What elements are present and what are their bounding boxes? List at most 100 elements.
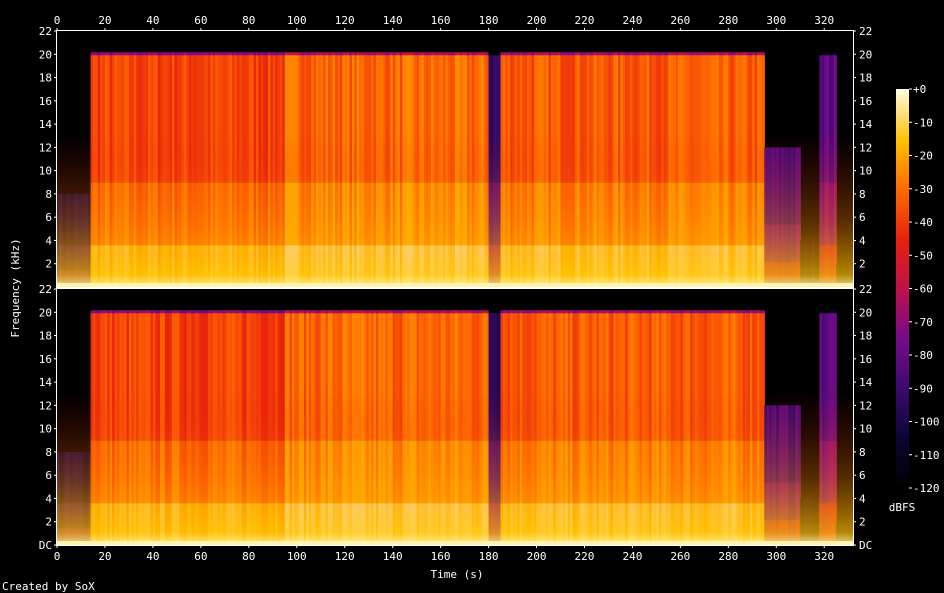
y-axis-label: Frequency (kHz) [9,238,22,337]
x-tick-label-top: 40 [146,14,159,27]
y-tick-label-right: 22 [859,283,872,296]
y-tick-label-right: 14 [859,376,873,389]
x-tick-label-top: 160 [431,14,451,27]
x-tick-label-bottom: 220 [575,550,595,563]
x-tick-label-top: 140 [383,14,403,27]
colorbar [896,89,909,488]
x-tick-label-bottom: 280 [718,550,738,563]
y-tick-label-left: 16 [39,95,52,108]
y-tick-label-right: 10 [859,423,872,436]
x-tick-label-bottom: 140 [383,550,403,563]
y-tick-label-right: 2 [859,516,866,529]
y-tick-label-left: 8 [45,188,52,201]
x-tick-label-bottom: 300 [766,550,786,563]
colorbar-tick-label: -50 [913,249,933,262]
colorbar-tick-label: -80 [913,349,933,362]
x-tick-label-bottom: 60 [194,550,207,563]
x-tick-label-top: 200 [527,14,547,27]
y-tick-label-left: 2 [45,258,52,271]
x-tick-label-top: 120 [335,14,355,27]
x-tick-label-bottom: 160 [431,550,451,563]
x-tick-label-top: 240 [622,14,642,27]
x-tick-label-bottom: 320 [814,550,834,563]
colorbar-tick-label: -60 [913,283,933,296]
y-tick-label-right: 20 [859,48,872,61]
x-tick-label-top: 100 [287,14,307,27]
colorbar-tick-label: -100 [913,416,940,429]
x-tick-label-top: 0 [54,14,61,27]
x-tick-label-bottom: 260 [670,550,690,563]
y-tick-label-left: 10 [39,423,52,436]
x-tick-label-bottom: 200 [527,550,547,563]
colorbar-tick-label: -20 [913,150,933,163]
low-frequency-energy [57,31,853,287]
y-tick-label-left: 20 [39,306,52,319]
x-tick-label-top: 180 [479,14,499,27]
y-tick-label-right: 8 [859,188,866,201]
x-tick-label-bottom: 240 [622,550,642,563]
y-tick-label-left: 6 [45,469,52,482]
colorbar-tick-label: -40 [913,216,933,229]
x-tick-label-bottom: 20 [98,550,111,563]
y-tick-label-left: 4 [45,492,52,505]
spectrogram-channel-1 [56,30,854,288]
y-tick-label-right: 6 [859,211,866,224]
y-tick-label-left: 18 [39,72,52,85]
y-tick-label-right: 12 [859,399,872,412]
y-tick-label-left: 12 [39,141,52,154]
y-tick-label-right: 2 [859,258,866,271]
y-tick-label-right: DC [859,539,872,552]
x-tick-label-bottom: 40 [146,550,159,563]
colorbar-tick-label: -10 [913,116,933,129]
x-tick-label-bottom: 80 [242,550,255,563]
y-tick-label-right: 6 [859,469,866,482]
x-tick-label-bottom: 180 [479,550,499,563]
y-tick-label-right: 22 [859,25,872,38]
x-tick-label-top: 60 [194,14,207,27]
dc-band [57,283,853,287]
y-tick-label-right: 20 [859,306,872,319]
y-tick-label-left: 12 [39,399,52,412]
colorbar-tick-label: -70 [913,316,933,329]
x-tick-label-top: 320 [814,14,834,27]
y-tick-label-right: 4 [859,234,866,247]
y-tick-label-left: 10 [39,165,52,178]
y-tick-label-right: 8 [859,446,866,459]
x-tick-label-top: 280 [718,14,738,27]
y-tick-label-right: 16 [859,95,872,108]
y-tick-label-left: 6 [45,211,52,224]
dc-band [57,541,853,545]
y-tick-label-right: 14 [859,118,873,131]
x-tick-label-top: 220 [575,14,595,27]
colorbar-tick-label: -90 [913,382,933,395]
y-tick-label-right: 10 [859,165,872,178]
colorbar-ticks: +0 -10 -20 -30 -40 -50 -60 -70 -80 -90 -100 -110 -12… [909,83,940,495]
colorbar-tick-label: -120 [913,482,940,495]
colorbar-tick-label: +0 [913,83,926,96]
y-tick-label-left: 22 [39,283,52,296]
y-tick-label-right: 12 [859,141,872,154]
y-tick-label-right: 4 [859,492,866,505]
y-tick-label-left: 16 [39,353,52,366]
x-tick-label-top: 20 [98,14,111,27]
y-tick-label-right: 16 [859,353,872,366]
spectrogram-channel-2 [56,288,854,546]
low-frequency-energy [57,289,853,545]
x-axis-label: Time (s) [431,568,484,581]
plot-border [56,288,854,546]
y-tick-label-left: 4 [45,234,52,247]
y-tick-label-left: 2 [45,516,52,529]
colorbar-label: dBFS [889,501,916,514]
axes: 0 0 20 20 40 40 60 60 80 80 100 100 120 120 140 140 160 1… [39,14,873,563]
y-tick-label-right: 18 [859,72,872,85]
y-tick-label-left: 22 [39,25,52,38]
y-tick-label-left: DC [39,539,52,552]
y-tick-label-left: 14 [39,376,53,389]
y-tick-label-left: 18 [39,330,52,343]
x-tick-label-top: 260 [670,14,690,27]
x-tick-label-top: 80 [242,14,255,27]
y-tick-label-left: 14 [39,118,53,131]
y-tick-label-left: 20 [39,48,52,61]
footer-credit: Created by SoX [2,580,95,593]
